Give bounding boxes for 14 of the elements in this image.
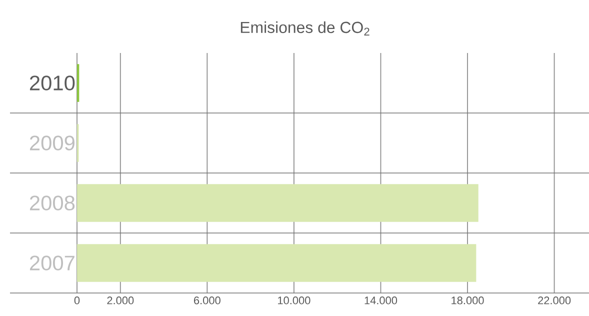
x-tick-label: 6.000 — [194, 296, 220, 304]
x-tick-label: 0 — [74, 296, 80, 304]
x-tick-label: 22.000 — [538, 296, 571, 304]
y-tick-label: 2010 — [30, 76, 75, 90]
y-tick-label: 2008 — [30, 196, 75, 210]
bar — [77, 184, 478, 222]
bar — [77, 244, 476, 282]
x-tick-label: 18.000 — [452, 296, 484, 304]
x-tick-label: 10.000 — [278, 296, 310, 304]
y-tick-label: 2009 — [30, 136, 74, 150]
chart-title: Emisiones de CO$_{2}$ — [240, 21, 370, 36]
x-tick-label: 14.000 — [364, 296, 398, 304]
y-tick-label: 2007 — [30, 256, 74, 270]
x-tick-label: 2.000 — [107, 296, 134, 304]
